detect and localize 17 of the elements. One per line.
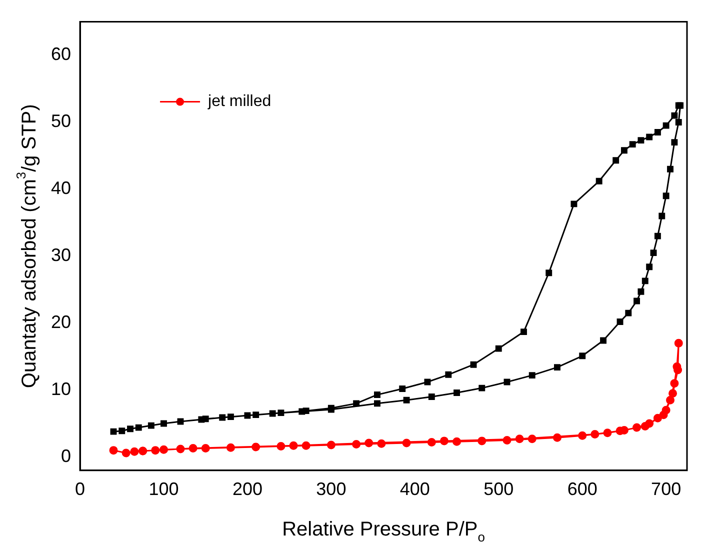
x-tick-label: 300	[316, 479, 346, 500]
x-tick-label: 400	[400, 479, 430, 500]
y-tick-label: 50	[50, 111, 72, 132]
x-tick-label: 100	[148, 479, 179, 500]
x-tick-label: 700	[651, 479, 682, 500]
y-tick-label: 30	[50, 245, 72, 266]
y-tick-label: 20	[50, 312, 72, 332]
y-tick-label: 10	[50, 379, 72, 400]
x-tick-label: 600	[567, 479, 598, 500]
x-tick-label: 200	[232, 479, 262, 500]
y-tick-label: 60	[50, 44, 72, 64]
legend-label: jet milled	[207, 93, 272, 110]
x-tick-label: 0	[75, 479, 86, 500]
x-tick-label: 500	[484, 479, 514, 500]
y-axis-title: Quantaty adsorbed (cm3/g STP)	[14, 104, 41, 388]
y-tick-label: 0	[61, 446, 72, 466]
y-tick-label: 40	[50, 178, 72, 198]
